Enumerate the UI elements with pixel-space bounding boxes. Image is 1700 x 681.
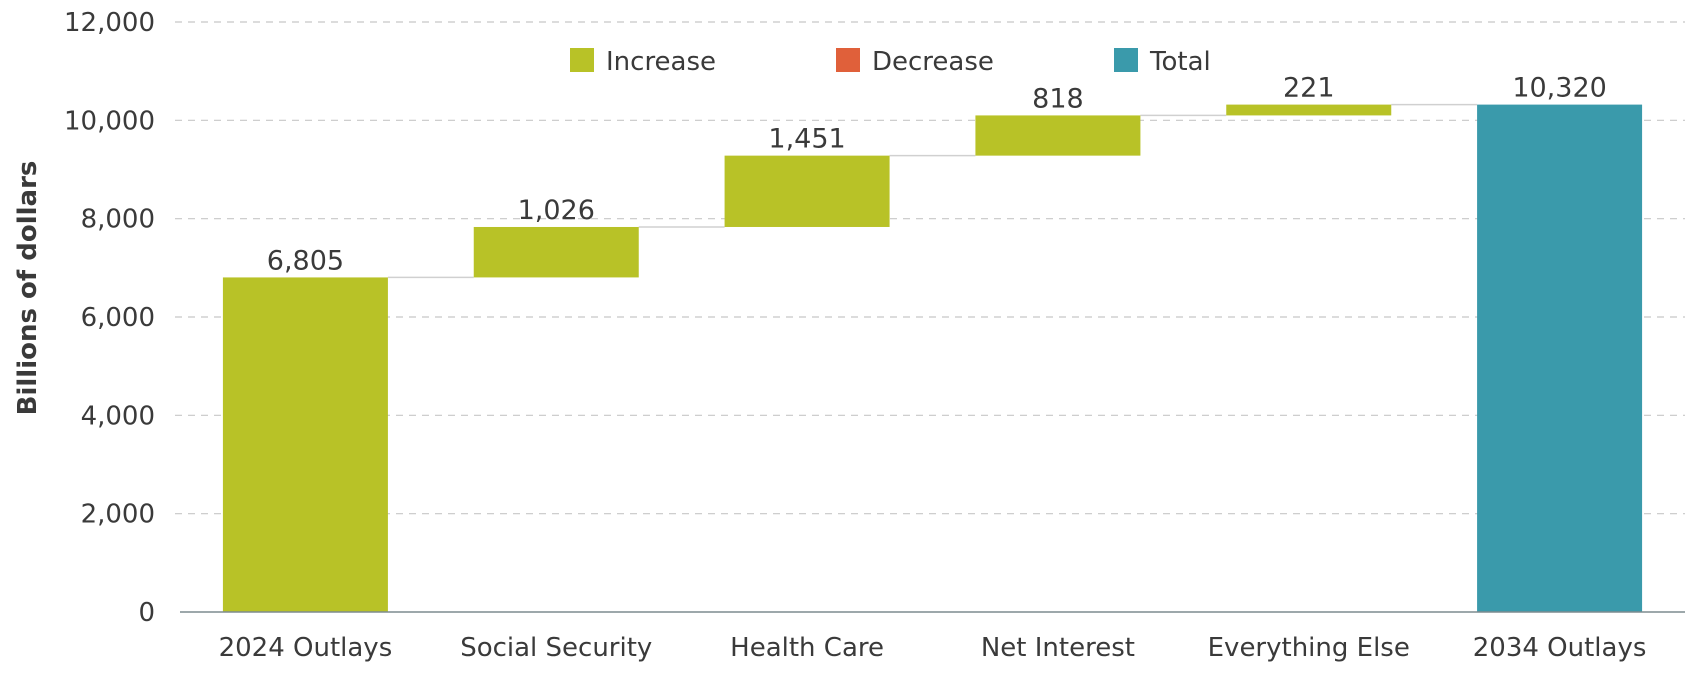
bar (473, 226, 639, 278)
y-tick-label: 0 (138, 598, 155, 628)
y-axis-title: Billions of dollars (13, 161, 43, 416)
legend: Increase Decrease Total (570, 47, 1211, 77)
y-tick-label: 12,000 (64, 8, 155, 38)
gridlines (175, 21, 1685, 515)
y-tick-label: 2,000 (81, 500, 155, 530)
bar (1226, 104, 1392, 116)
x-category-labels: 2024 Outlays Social Security Health Care Ne… (219, 633, 1647, 663)
data-label: 6,805 (267, 245, 344, 276)
x-category-label: Everything Else (1208, 633, 1410, 663)
bars (222, 104, 1643, 612)
connector-lines (387, 103, 1478, 279)
x-category-label: Social Security (460, 633, 652, 663)
y-tick-label: 6,000 (81, 303, 155, 333)
y-tick-label: 10,000 (64, 106, 155, 136)
bar (1477, 104, 1643, 612)
data-label: 10,320 (1512, 73, 1606, 104)
bar (724, 155, 890, 227)
data-label: 818 (1032, 83, 1084, 114)
bar (222, 277, 388, 612)
x-category-label: 2034 Outlays (1473, 633, 1647, 663)
legend-swatch (1114, 48, 1138, 72)
x-category-label: Health Care (730, 633, 884, 663)
data-label: 221 (1283, 73, 1335, 104)
data-label: 1,451 (768, 124, 845, 155)
data-label: 1,026 (518, 195, 595, 226)
y-tick-label: 8,000 (81, 205, 155, 235)
x-category-label: 2024 Outlays (219, 633, 393, 663)
legend-label: Total (1149, 47, 1211, 77)
data-labels: 6,805 1,026 1,451 818 221 10,320 (267, 73, 1607, 277)
legend-swatch (570, 48, 594, 72)
y-tick-labels: 0 2,000 4,000 6,000 8,000 10,000 12,000 (64, 8, 155, 628)
bar (975, 115, 1141, 156)
x-category-label: Net Interest (981, 633, 1135, 663)
legend-label: Decrease (872, 47, 994, 77)
legend-label: Increase (606, 47, 716, 77)
y-tick-label: 4,000 (81, 401, 155, 431)
legend-swatch (836, 48, 860, 72)
